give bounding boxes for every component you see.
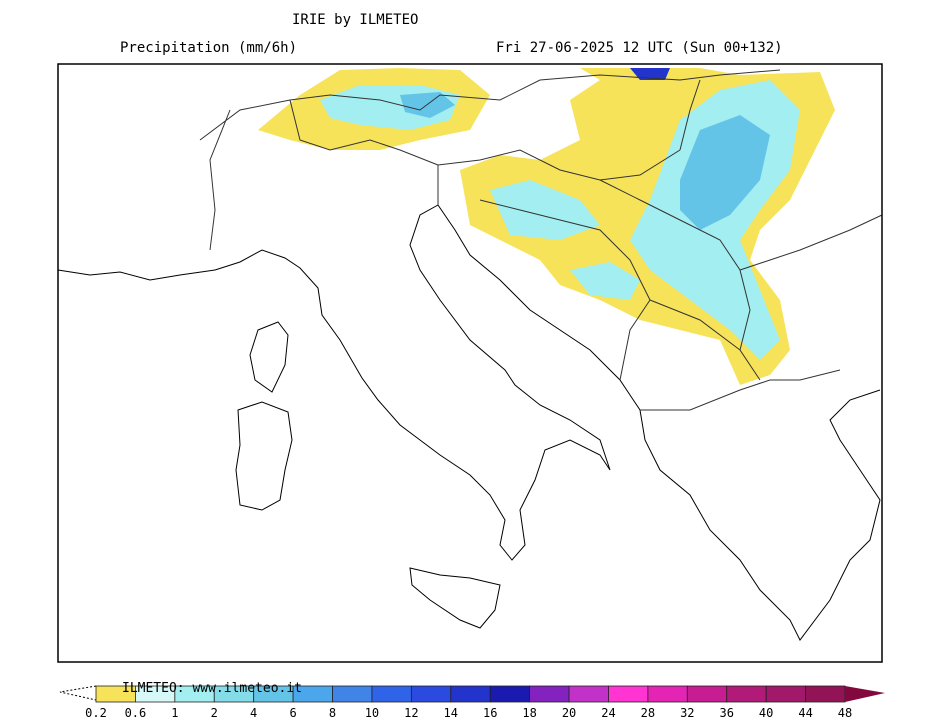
legend-color-box [805,685,846,703]
legend-label: 8 [328,706,337,720]
legend-label: 12 [404,706,419,720]
legend-label: 28 [640,706,656,720]
legend-label: 48 [837,706,853,720]
legend-color-box [686,685,728,703]
legend-label: 4 [250,706,258,720]
legend-color-box [608,685,649,703]
precipitation-area [680,115,770,230]
borders [199,69,883,411]
variable-label: Precipitation (mm/6h) [120,40,298,56]
watermark: ILMETEO: www.ilmeteo.it [122,681,303,696]
legend-label: 16 [482,706,498,720]
legend-label: 10 [364,706,380,720]
legend-label: 14 [443,706,459,720]
coastlines [57,69,883,641]
sardinia-outline [235,401,293,511]
legend-label: 20 [561,706,577,720]
legend-color-box [371,685,412,703]
valid-time-label: Fri 27-06-2025 12 UTC (Sun 00+132) [496,40,783,56]
legend-label: 2 [210,706,218,720]
italy-outline [214,204,611,561]
map-title: IRIE by ILMETEO [292,12,419,28]
legend-color-box [332,685,373,703]
precipitation-areas [258,68,835,385]
legend-label: 36 [719,706,734,720]
legend-label: 6 [289,706,297,720]
legend-color-box [450,685,491,703]
legend-color-box [489,685,531,703]
legend-label: 40 [758,706,774,720]
legend-label: 24 [601,706,616,720]
legend-label: 32 [680,706,695,720]
balkan-coast [437,204,881,641]
legend-label: 18 [522,706,537,720]
corsica-outline [249,321,289,393]
legend-label: 1 [171,706,179,720]
sicily-outline [409,567,501,629]
map-frame [57,63,883,663]
legend-color-box [765,685,806,703]
legend-color-box [410,685,452,703]
legend-color-box [647,685,688,703]
legend-label: 0.6 [124,706,147,720]
legend-color-box [568,685,609,703]
france-coast [57,269,216,281]
legend-color-box [529,685,570,703]
precipitation-area [570,262,640,300]
legend-label: 44 [798,706,813,720]
overflow-arrow [845,686,885,702]
precipitation-area [490,180,600,240]
legend-color-box [726,685,767,703]
legend-label: 0.2 [85,706,107,720]
underflow-arrow [59,685,97,701]
